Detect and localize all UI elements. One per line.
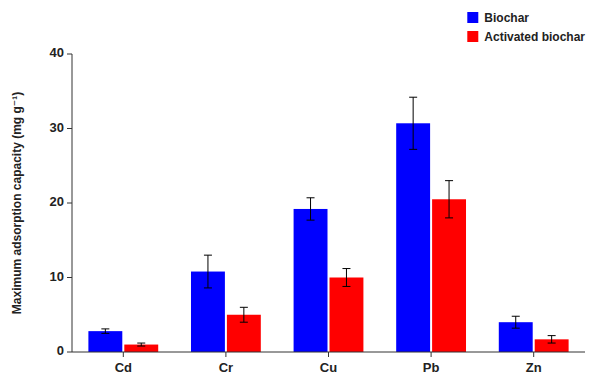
y-tick [67, 352, 72, 353]
y-tick-label: 0 [57, 343, 64, 358]
bar [88, 331, 122, 352]
error-bar [307, 198, 315, 220]
error-bar [101, 329, 109, 333]
error-bar [240, 307, 248, 322]
y-tick [67, 203, 72, 204]
bar [294, 209, 328, 352]
error-bar [548, 336, 556, 343]
y-tick [67, 128, 72, 129]
error-bar [445, 181, 453, 218]
legend: Biochar Activated biochar [467, 11, 585, 44]
y-tick-label: 20 [50, 194, 64, 209]
error-bar [137, 343, 145, 346]
x-tick-label: Cu [320, 360, 337, 375]
x-tick [431, 352, 432, 357]
error-bar [409, 97, 417, 149]
x-tick-label: Zn [526, 360, 542, 375]
y-tick-label: 10 [50, 269, 64, 284]
x-tick [328, 352, 329, 357]
bar [330, 278, 364, 353]
x-tick [123, 352, 124, 357]
y-tick [67, 54, 72, 55]
y-tick [67, 277, 72, 278]
y-tick-label: 40 [50, 45, 64, 60]
plot-area [88, 97, 568, 352]
bar [432, 199, 466, 352]
x-tick [225, 352, 226, 357]
x-tick-label: Cr [219, 360, 233, 375]
bar [124, 345, 158, 352]
x-tick [533, 352, 534, 357]
y-axis-label: Maximum adsorption capacity (mg g⁻¹) [10, 92, 24, 314]
error-bar [512, 316, 520, 328]
chart: 0 10 20 30 40 Cd Cr Cu Pb Zn Maximum adsorption ca… [0, 0, 601, 388]
y-tick-label: 30 [50, 120, 64, 135]
x-tick-label: Pb [423, 360, 440, 375]
legend-label: Biochar [484, 11, 529, 25]
bar [396, 123, 430, 352]
legend-swatch [467, 31, 478, 42]
legend-label: Activated biochar [484, 30, 585, 44]
error-bar [342, 269, 350, 287]
chart-container: 0 10 20 30 40 Cd Cr Cu Pb Zn Maximum adsorption ca… [0, 0, 601, 388]
legend-swatch [467, 12, 478, 23]
x-tick-label: Cd [115, 360, 132, 375]
error-bar [204, 255, 212, 288]
